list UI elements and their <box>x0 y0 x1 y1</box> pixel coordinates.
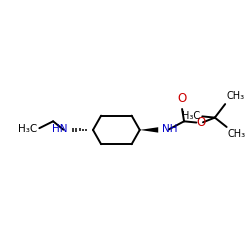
Text: CH₃: CH₃ <box>228 130 246 140</box>
Text: HN: HN <box>52 124 68 134</box>
Text: O: O <box>178 92 187 104</box>
Text: O: O <box>196 116 205 128</box>
Text: CH₃: CH₃ <box>226 91 244 101</box>
Text: H₃C: H₃C <box>18 124 37 134</box>
Text: NH: NH <box>162 124 178 134</box>
Text: H₃C: H₃C <box>182 112 200 122</box>
Polygon shape <box>140 127 158 133</box>
